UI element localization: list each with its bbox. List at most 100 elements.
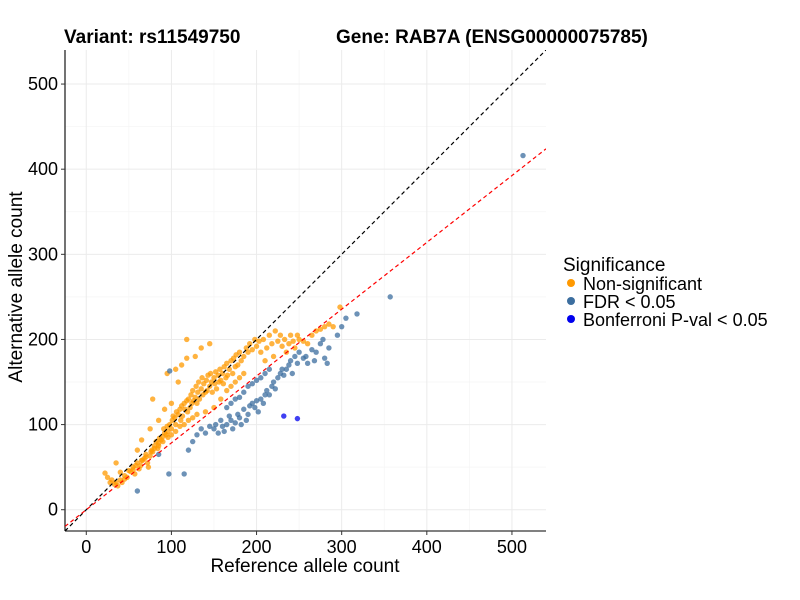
data-point: [235, 362, 241, 368]
legend-label: Bonferroni P-val < 0.05: [583, 310, 768, 330]
data-point: [232, 379, 238, 385]
data-point: [207, 423, 213, 429]
data-point: [243, 417, 250, 424]
x-tick-label: 400: [412, 537, 442, 557]
data-point: [155, 443, 162, 449]
data-point: [238, 358, 244, 364]
data-point: [212, 421, 219, 428]
data-point: [155, 451, 162, 458]
data-point: [147, 426, 153, 432]
data-point: [326, 321, 332, 327]
data-point: [241, 353, 247, 360]
data-point: [145, 464, 152, 470]
data-point: [226, 366, 233, 372]
data-point: [228, 417, 234, 424]
data-point: [184, 336, 190, 343]
data-point: [311, 358, 318, 364]
data-point: [320, 336, 326, 343]
data-point: [220, 381, 227, 387]
y-tick-label: 400: [28, 159, 58, 179]
data-point: [165, 434, 171, 441]
data-point: [241, 370, 247, 377]
data-point: [194, 400, 200, 407]
data-point: [321, 355, 328, 361]
data-point: [294, 360, 301, 366]
data-point: [189, 415, 196, 421]
reference-line-identity: [65, 50, 546, 531]
data-point: [275, 338, 281, 344]
data-point: [294, 332, 301, 338]
data-point: [266, 392, 273, 398]
data-point: [253, 343, 260, 349]
data-point: [317, 341, 324, 347]
data-point: [195, 379, 202, 385]
data-point: [241, 406, 247, 412]
y-tick-label: 500: [28, 74, 58, 94]
data-point: [270, 353, 277, 360]
data-point: [286, 362, 292, 368]
data-point: [144, 460, 151, 466]
data-point: [243, 345, 250, 351]
data-point: [217, 366, 223, 372]
x-axis-label: Reference allele count: [210, 556, 400, 577]
data-point: [230, 426, 236, 432]
data-point: [252, 404, 258, 411]
data-point: [321, 323, 328, 330]
legend-key: [567, 297, 575, 305]
y-tick-label: 0: [48, 500, 58, 520]
tick-labels: 0 100 200 300 400 500 0 100 200 300 400 500: [28, 74, 527, 557]
data-point: [134, 447, 141, 453]
data-point: [232, 420, 238, 426]
data-point: [202, 409, 209, 415]
data-point: [218, 417, 224, 424]
title-variant: Variant: rs11549750: [64, 27, 240, 48]
data-point: [192, 394, 198, 401]
data-point: [256, 338, 262, 344]
data-point: [249, 400, 255, 407]
data-point: [209, 389, 215, 395]
data-point: [266, 366, 273, 372]
data-point: [252, 336, 258, 343]
data-point: [337, 304, 343, 310]
data-point: [167, 368, 173, 374]
data-point: [303, 353, 309, 360]
data-point: [309, 346, 315, 353]
series-non-significant: [102, 304, 343, 489]
data-point: [228, 400, 234, 407]
data-point: [262, 358, 268, 364]
data-point: [343, 315, 349, 321]
legend-label: Non-significant: [583, 274, 702, 294]
data-point: [289, 370, 296, 377]
data-point: [262, 370, 268, 377]
data-point: [258, 349, 264, 355]
data-point: [253, 377, 260, 384]
data-point: [245, 383, 251, 389]
data-point: [275, 375, 281, 381]
data-point: [294, 415, 301, 422]
data-point: [264, 345, 270, 351]
data-point: [286, 341, 292, 347]
data-point: [309, 332, 315, 338]
data-point: [279, 366, 285, 372]
data-point: [195, 389, 201, 395]
data-point: [277, 332, 284, 338]
data-point: [287, 332, 294, 338]
reference-line-fit: [65, 148, 546, 527]
data-point: [196, 396, 203, 402]
data-point: [172, 428, 179, 435]
legend-title: Significance: [563, 255, 665, 276]
data-point: [202, 430, 209, 436]
data-point: [172, 421, 179, 428]
data-point: [193, 383, 199, 389]
data-point: [187, 404, 193, 411]
data-point: [224, 360, 230, 366]
data-point: [189, 387, 196, 394]
data-point: [132, 462, 139, 469]
data-point: [241, 389, 247, 395]
data-point: [236, 415, 243, 421]
data-point: [272, 386, 278, 392]
data-point: [226, 413, 233, 419]
data-point: [211, 375, 217, 381]
data-point: [264, 387, 270, 394]
